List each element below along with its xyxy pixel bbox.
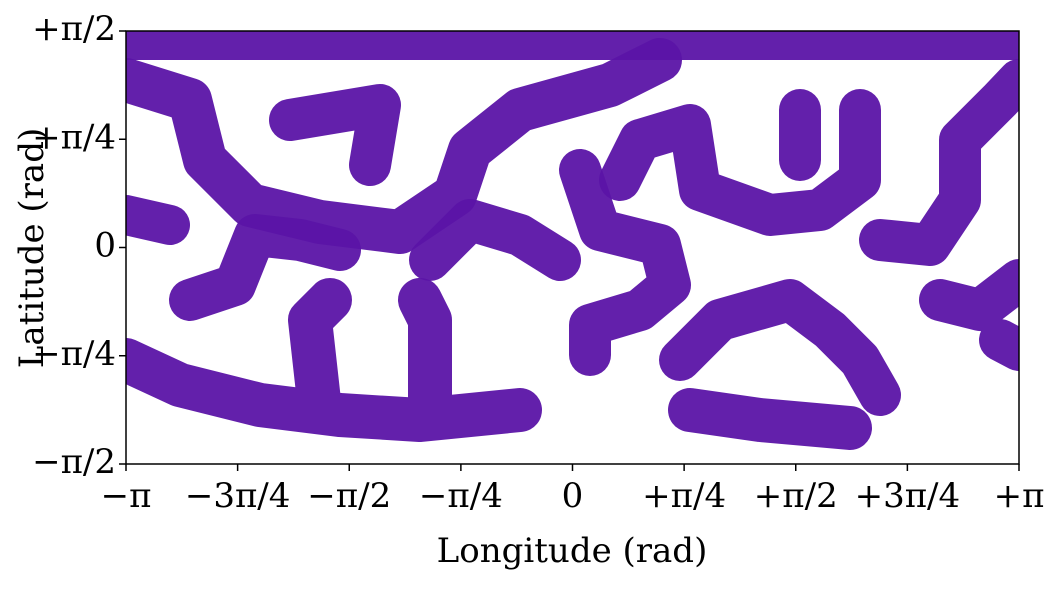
blob bbox=[126, 38, 682, 254]
blob bbox=[559, 149, 691, 376]
x-tick-label: −π/2 bbox=[307, 476, 391, 516]
y-tick-label: −π/2 bbox=[32, 442, 116, 482]
x-tick-label: −π/4 bbox=[419, 476, 503, 516]
y-tick-label: +π/2 bbox=[32, 9, 116, 49]
x-axis-label: Longitude (rad) bbox=[437, 531, 708, 571]
blob bbox=[126, 278, 542, 442]
blob bbox=[126, 195, 190, 245]
x-tick-label: 0 bbox=[562, 476, 584, 516]
x-tick-label: +π bbox=[994, 476, 1045, 516]
blob bbox=[919, 259, 1019, 371]
blob bbox=[269, 84, 401, 186]
y-tick-label: +π/4 bbox=[32, 117, 116, 157]
blob bbox=[409, 199, 581, 281]
pattern bbox=[126, 31, 1019, 450]
x-tick-label: +π/4 bbox=[642, 476, 726, 516]
blob bbox=[779, 59, 1019, 266]
x-tick-label: +3π/4 bbox=[855, 476, 961, 516]
blob bbox=[169, 214, 361, 321]
x-tick-label: +π/2 bbox=[754, 476, 838, 516]
y-tick-label: 0 bbox=[94, 226, 116, 266]
blob bbox=[668, 388, 872, 450]
x-tick-label: −3π/4 bbox=[185, 476, 291, 516]
blob bbox=[659, 279, 901, 416]
y-axis-label: Latitude (rad) bbox=[12, 128, 52, 368]
blob bbox=[599, 89, 881, 236]
x-tick-label: −π bbox=[101, 476, 152, 516]
y-tick-label: −π/4 bbox=[32, 334, 116, 374]
